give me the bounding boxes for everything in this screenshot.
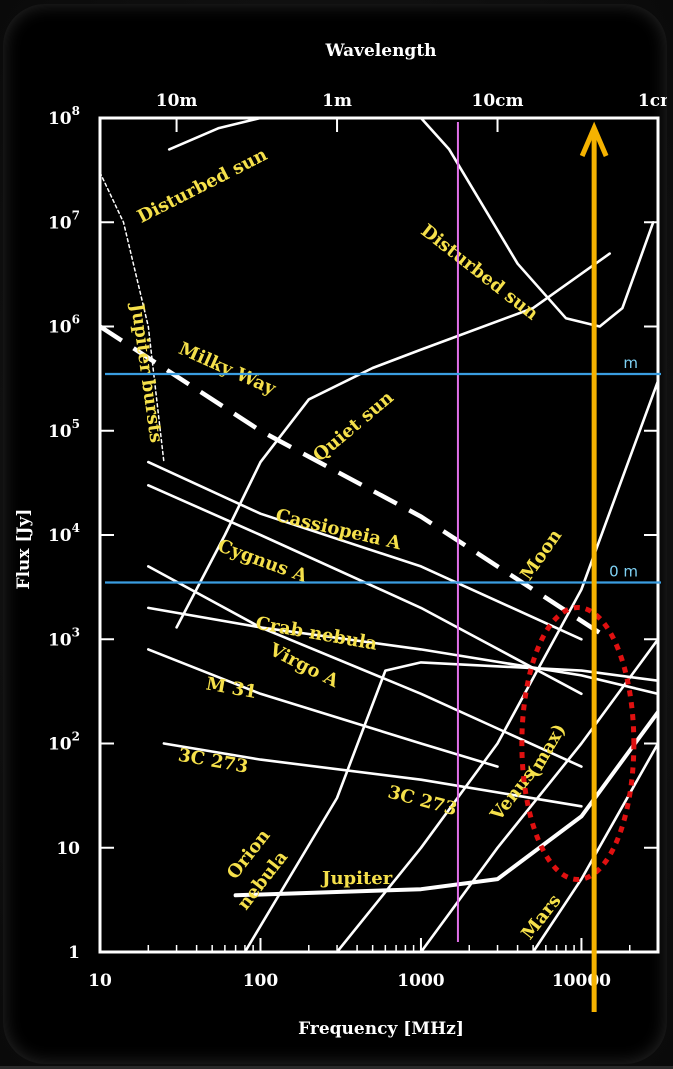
horizontal-marker-label: m bbox=[623, 354, 638, 372]
x-tick-label: 10000 bbox=[552, 971, 611, 991]
curve-3c-273 bbox=[162, 742, 583, 808]
y-tick-exponent: 8 bbox=[72, 104, 80, 118]
y-tick-label: 105 bbox=[48, 417, 80, 442]
label-cassiopeia-a: Cassiopeia A bbox=[274, 505, 404, 554]
label-3c-273: 3C 273 bbox=[176, 745, 249, 778]
label-max: (max) bbox=[523, 720, 570, 781]
y-tick-label: 1 bbox=[68, 943, 80, 963]
radio-flux-chart: 10 100 1000 10000 10m 1m 10cm 1cm 1 10 102 103 104 10… bbox=[14, 41, 673, 1039]
curve-disturbed-sun bbox=[419, 118, 655, 328]
arrow-head-icon bbox=[579, 121, 609, 157]
y-tick-label: 108 bbox=[48, 104, 80, 129]
y-tick-label: 106 bbox=[48, 313, 80, 338]
axis-ticks: 10 100 1000 10000 10m 1m 10cm 1cm 1 10 102 103 104 10… bbox=[48, 91, 673, 991]
annotation-overlays: m 0 m bbox=[105, 121, 661, 1012]
source-labels: Disturbed sun Disturbed sun Jupiter bursts… bbox=[126, 144, 570, 944]
y-tick-exponent: 7 bbox=[72, 208, 80, 222]
label-cygnus-a: Cygnus A bbox=[215, 535, 311, 587]
top-tick-label: 10cm bbox=[472, 91, 524, 111]
curve-quiet-sun bbox=[175, 252, 612, 629]
curve-cassiopeia-a bbox=[147, 460, 583, 641]
curve-crab-nebula bbox=[147, 606, 658, 696]
curve-m-31 bbox=[147, 648, 499, 768]
y-tick-label: 107 bbox=[48, 208, 80, 233]
label-disturbed-sun: Disturbed sun bbox=[417, 220, 542, 324]
label-jupiter-bursts: Jupiter bursts bbox=[126, 300, 167, 444]
y-tick-exponent: 5 bbox=[72, 417, 80, 431]
x-tick-label: 10 bbox=[88, 971, 112, 991]
top-tick-label: 1cm bbox=[638, 91, 667, 111]
curve-jupiter-bursts bbox=[100, 171, 165, 463]
x-axis-title: Frequency [MHz] bbox=[298, 1019, 464, 1039]
highlight-ellipse bbox=[519, 605, 637, 882]
label-disturbed-sun: Disturbed sun bbox=[134, 144, 271, 227]
label-3c-273: 3C 273 bbox=[386, 782, 460, 821]
label-milky-way: Milky Way bbox=[176, 338, 280, 400]
curve-milky-way bbox=[100, 324, 611, 642]
chart-panel: 10 100 1000 10000 10m 1m 10cm 1cm 1 10 102 103 104 10… bbox=[3, 4, 673, 1064]
horizontal-marker-label: 0 m bbox=[609, 563, 638, 581]
y-tick-label: 104 bbox=[48, 521, 80, 546]
x-tick-label: 100 bbox=[243, 971, 279, 991]
label-moon: Moon bbox=[516, 526, 566, 585]
y-tick-exponent: 4 bbox=[72, 521, 80, 535]
y-axis-title: Flux [Jy] bbox=[14, 509, 34, 590]
x-tick-label: 1000 bbox=[397, 971, 444, 991]
curve-jupiter bbox=[233, 710, 658, 898]
y-tick-label: 102 bbox=[48, 730, 80, 755]
label-quiet-sun: Quiet sun bbox=[309, 387, 398, 466]
y-tick-exponent: 2 bbox=[72, 730, 80, 744]
label-m-31: M 31 bbox=[204, 674, 258, 704]
label-mars: Mars bbox=[517, 891, 565, 944]
curve-moon bbox=[335, 379, 658, 952]
curve-disturbed-sun bbox=[167, 118, 262, 151]
label-jupiter: Jupiter bbox=[320, 868, 393, 889]
curve-venus-max bbox=[419, 637, 658, 952]
top-tick-label: 10m bbox=[156, 91, 198, 111]
y-tick-label: 103 bbox=[48, 625, 80, 650]
y-tick-exponent: 3 bbox=[72, 625, 80, 639]
curve-cygnus-a bbox=[147, 483, 583, 696]
top-axis-title: Wavelength bbox=[324, 41, 436, 61]
y-tick-exponent: 6 bbox=[72, 313, 80, 327]
y-tick-label: 10 bbox=[56, 839, 80, 859]
top-tick-label: 1m bbox=[322, 91, 352, 111]
curve-virgo-a bbox=[147, 565, 583, 768]
source-curves bbox=[100, 118, 658, 952]
curve-mars bbox=[531, 742, 658, 952]
